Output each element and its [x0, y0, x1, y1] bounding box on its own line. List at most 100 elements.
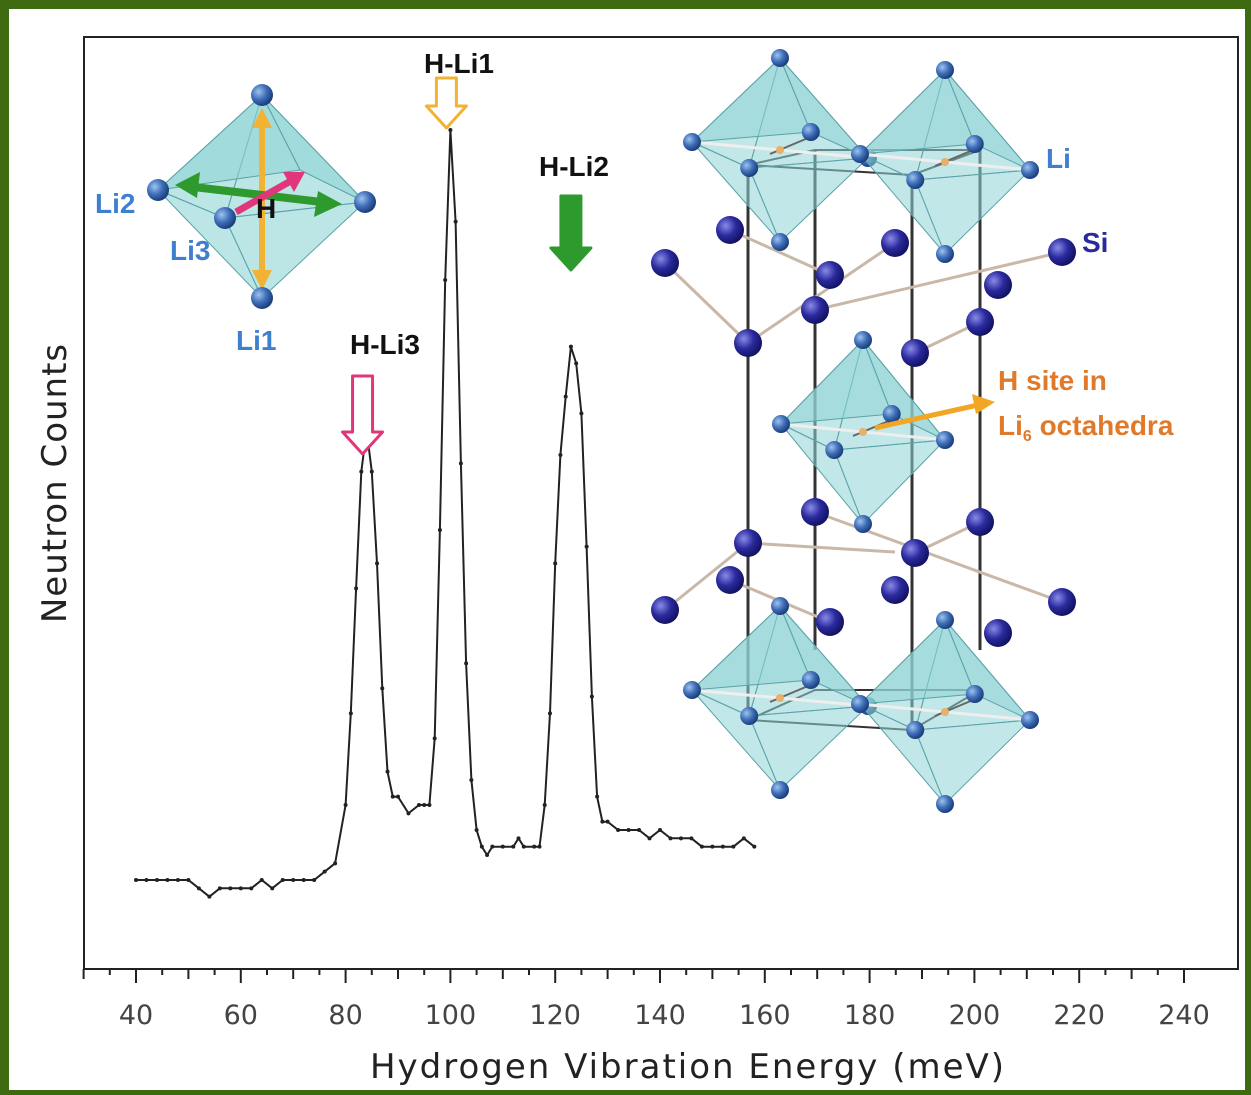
inset-arrow-li3	[234, 174, 298, 216]
hydrogen-atom	[776, 146, 784, 154]
data-point	[186, 878, 191, 882]
x-tick-label-200: 200	[949, 1000, 1001, 1031]
li6-octahedron-inset	[147, 84, 376, 309]
peak-arrows	[341, 76, 593, 456]
data-point	[600, 819, 605, 824]
data-point	[432, 736, 437, 741]
data-point	[301, 878, 306, 882]
data-point	[238, 886, 243, 891]
data-point	[584, 544, 589, 549]
si-atom	[1048, 238, 1076, 266]
inset-arrowhead	[252, 108, 272, 128]
data-point	[516, 836, 521, 841]
li-atom	[851, 695, 869, 713]
si-atom	[984, 619, 1012, 647]
data-point	[448, 128, 453, 132]
x-tick-label-240: 240	[1158, 1000, 1210, 1031]
arrow-h-li1	[424, 76, 468, 130]
data-point	[605, 819, 610, 824]
si-bond	[663, 261, 750, 345]
hydrogen-atom	[859, 428, 867, 436]
data-point	[720, 844, 725, 849]
data-point	[752, 844, 757, 849]
li-atom	[936, 245, 954, 263]
data-point	[699, 844, 704, 849]
data-point	[443, 278, 448, 282]
data-point	[390, 794, 395, 799]
series-line	[136, 129, 755, 898]
data-point	[479, 844, 484, 849]
arrow-h-li2	[549, 194, 593, 272]
octahedron-face	[833, 439, 947, 525]
label-si: Si	[1082, 227, 1108, 258]
h-site-arrow	[874, 402, 979, 431]
li-atom	[771, 781, 789, 799]
data-point	[678, 836, 683, 841]
data-point	[668, 836, 673, 841]
x-tick-label-140: 140	[634, 1000, 686, 1031]
li-atom	[936, 431, 954, 449]
inset-arrow-li2	[184, 182, 331, 207]
li-atom	[771, 233, 789, 251]
si-atom	[816, 608, 844, 636]
si-atom	[1048, 588, 1076, 616]
x-tick-label-100: 100	[425, 1000, 477, 1031]
data-point	[406, 811, 411, 816]
li-atom	[825, 441, 844, 459]
data-point	[312, 878, 317, 882]
data-point	[616, 828, 621, 832]
li-atom	[771, 49, 789, 67]
li-atom	[801, 123, 820, 141]
li-atom	[936, 611, 954, 629]
si-atom	[716, 216, 744, 244]
data-point	[144, 878, 149, 882]
data-point	[437, 528, 442, 532]
data-point	[322, 869, 327, 874]
inset-li-atom	[354, 191, 376, 213]
data-point	[280, 878, 285, 882]
si-atom	[651, 249, 679, 277]
data-point	[710, 844, 715, 849]
li-atom	[882, 405, 901, 423]
x-tick-label-160: 160	[739, 1000, 791, 1031]
data-point	[175, 878, 180, 882]
peak-label-h-li3: H-Li3	[350, 329, 420, 360]
octahedron-face	[748, 705, 870, 791]
crystal-structure-illustration	[651, 49, 1076, 813]
data-point	[731, 844, 736, 849]
si-atom	[901, 339, 929, 367]
inset-arrowhead	[314, 191, 342, 217]
si-bond	[747, 241, 896, 345]
data-point	[422, 803, 427, 807]
li-atom	[854, 331, 872, 349]
octahedron-face	[748, 157, 870, 243]
h-site-label: H site in	[998, 365, 1107, 396]
li-atom	[740, 159, 759, 177]
octahedron-face	[914, 169, 1032, 255]
data-point	[207, 894, 212, 899]
si-atom	[966, 308, 994, 336]
li-atom	[740, 707, 759, 725]
data-point	[574, 361, 579, 366]
octahedron-bottom-left	[683, 597, 877, 799]
x-tick-label-120: 120	[529, 1000, 581, 1031]
data-point	[453, 219, 458, 224]
si-bond	[729, 228, 831, 277]
data-point	[637, 828, 642, 832]
data-point	[348, 711, 353, 716]
peak-label-h-li1: H-Li1	[424, 48, 494, 79]
data-point	[291, 878, 296, 882]
h-site-label-line2: Li6 octahedra	[998, 410, 1174, 445]
data-point	[333, 861, 338, 866]
data-point	[228, 886, 233, 891]
li-atom	[801, 671, 820, 689]
x-axis-tick-labels: 40 60 80 100 120 140 160 180 200 220 240	[119, 1000, 1210, 1031]
label-li1: Li1	[236, 325, 276, 356]
x-tick-label-180: 180	[844, 1000, 896, 1031]
data-point	[343, 803, 348, 807]
data-point	[485, 853, 490, 857]
si-atom	[901, 539, 929, 567]
series-points	[134, 128, 757, 899]
si-atom	[816, 261, 844, 289]
